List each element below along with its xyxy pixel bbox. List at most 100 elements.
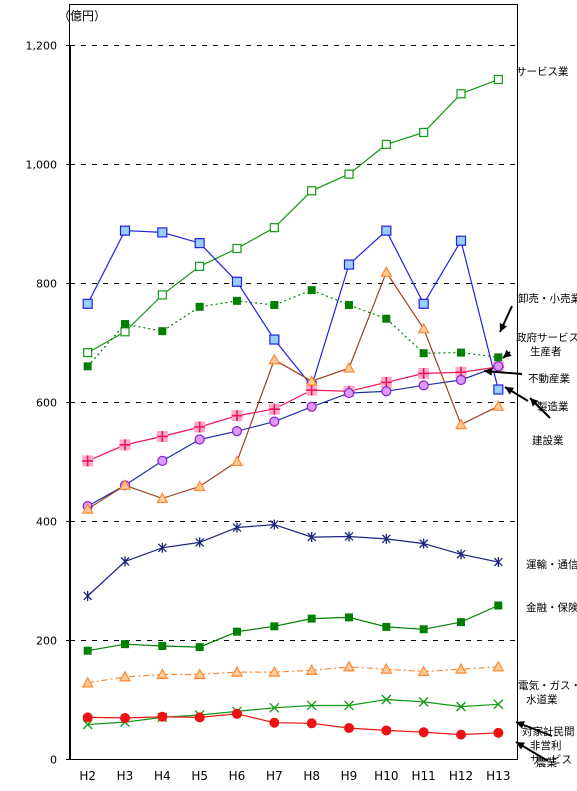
x-tick-label: H8 (303, 769, 320, 783)
arrow-head (499, 323, 507, 332)
data-point (233, 296, 241, 305)
data-point (118, 479, 132, 490)
series-9 (82, 694, 504, 730)
series-10 (82, 708, 504, 740)
data-point (268, 665, 281, 677)
data-point (493, 557, 503, 568)
data-point (493, 74, 503, 85)
data-point (343, 259, 355, 270)
series-label: 対家計民間非営利サービス (522, 725, 575, 766)
series-7 (83, 601, 503, 655)
data-point (158, 641, 167, 650)
data-point (270, 622, 279, 631)
data-point (456, 89, 466, 99)
data-point (492, 660, 505, 672)
data-point (306, 401, 317, 412)
data-point (194, 238, 205, 249)
data-point (156, 492, 169, 503)
data-point (82, 719, 93, 730)
data-point (305, 374, 318, 386)
x-tick-label: H12 (449, 769, 473, 783)
data-point (419, 349, 428, 358)
data-point (382, 314, 391, 323)
series-6 (83, 519, 503, 601)
arrow-head (516, 742, 525, 750)
data-point (381, 533, 391, 544)
series-labels: サービス業卸売・小売業政府サービス生産者不動産業製造業建設業運輸・通信業金融・保… (483, 65, 577, 769)
x-tick-label: H5 (191, 769, 208, 783)
data-point (345, 301, 353, 310)
data-point (83, 646, 92, 655)
series-label: 政府サービス生産者 (516, 331, 577, 358)
data-point (306, 700, 317, 711)
x-tick-label: H10 (374, 769, 398, 783)
data-point (81, 502, 94, 514)
data-point-cross (156, 431, 168, 443)
data-point (232, 708, 242, 719)
leader-arrow (515, 741, 549, 762)
data-point (381, 139, 391, 149)
data-point (119, 225, 131, 236)
series-line (87, 713, 499, 736)
series-1 (83, 286, 503, 371)
data-point (307, 614, 316, 623)
data-point-cross (306, 384, 318, 396)
series-label-line: 農業 (536, 756, 557, 769)
data-point (493, 384, 504, 395)
data-point (82, 712, 93, 723)
data-point (83, 348, 93, 358)
data-point (418, 380, 429, 391)
series-0 (83, 74, 503, 358)
series-label-line: 建設業 (532, 434, 564, 447)
data-point (493, 727, 504, 738)
data-point (118, 670, 132, 682)
data-point (456, 701, 466, 712)
data-point (381, 694, 392, 705)
x-tick-label: H2 (79, 769, 96, 783)
data-point (494, 601, 503, 610)
data-point (457, 618, 465, 627)
series-line (87, 289, 499, 367)
data-point (230, 665, 244, 677)
leader-arrow (529, 397, 551, 419)
data-point (269, 223, 279, 233)
arrow-head (503, 349, 512, 358)
series-label: 製造業 (537, 400, 569, 413)
data-point-cross (268, 403, 280, 415)
leader-arrow (502, 349, 512, 359)
data-point (82, 298, 93, 309)
series-5 (81, 266, 505, 514)
series-line (87, 271, 499, 510)
series-label: 卸売・小売業 (518, 292, 577, 305)
data-point (381, 386, 392, 397)
data-point-cross (380, 376, 392, 388)
series-label-line: 不動産業 (528, 372, 570, 385)
data-point-cross (119, 439, 131, 451)
data-point (381, 225, 392, 236)
data-point (492, 399, 505, 411)
data-point (157, 711, 168, 722)
series-label: 建設業 (532, 434, 564, 447)
data-point (121, 320, 129, 329)
series-label: 電気・ガス・水道業 (518, 679, 577, 706)
data-point (418, 298, 429, 309)
series-label-line: 政府サービス (516, 331, 577, 344)
series-line (87, 666, 499, 684)
leader-arrow (483, 367, 523, 376)
data-point (344, 531, 354, 542)
data-point (120, 327, 130, 337)
series-line (87, 365, 499, 507)
data-point-cross (82, 455, 94, 467)
series-line (87, 78, 499, 354)
series-line (87, 523, 499, 597)
data-point (268, 353, 281, 365)
x-tick-label: H9 (341, 769, 358, 783)
data-point (83, 590, 93, 601)
data-point (382, 622, 391, 631)
data-point (307, 532, 317, 543)
data-point (158, 327, 167, 336)
data-point (419, 127, 429, 138)
x-tick-label: H7 (266, 769, 283, 783)
